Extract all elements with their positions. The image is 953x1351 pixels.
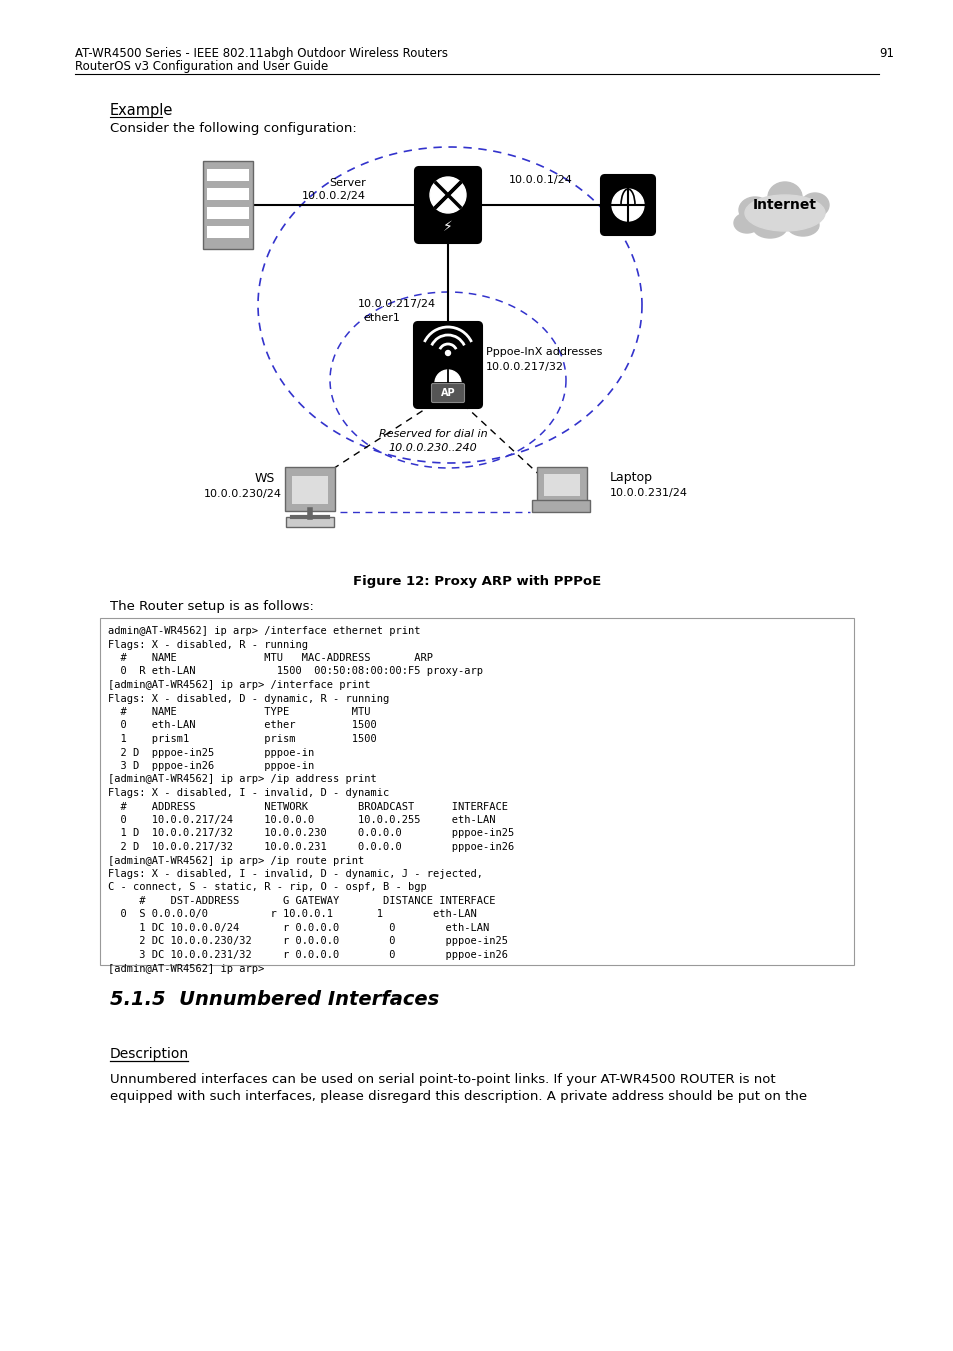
FancyBboxPatch shape <box>415 168 480 243</box>
FancyBboxPatch shape <box>537 467 586 503</box>
Ellipse shape <box>744 195 824 231</box>
Text: 0  R eth-LAN             1500  00:50:08:00:00:F5 proxy-arp: 0 R eth-LAN 1500 00:50:08:00:00:F5 proxy… <box>108 666 482 677</box>
Text: 2 D  pppoe-in25        pppoe-in: 2 D pppoe-in25 pppoe-in <box>108 747 314 758</box>
Text: Description: Description <box>110 1047 189 1061</box>
Text: 10.0.0.230..240: 10.0.0.230..240 <box>388 443 476 453</box>
Text: #    NAME              TYPE          MTU: # NAME TYPE MTU <box>108 707 370 717</box>
Ellipse shape <box>801 193 828 218</box>
Text: #    NAME              MTU   MAC-ADDRESS       ARP: # NAME MTU MAC-ADDRESS ARP <box>108 653 433 663</box>
Text: 91: 91 <box>878 47 893 59</box>
Text: 0  S 0.0.0.0/0          r 10.0.0.1       1        eth-LAN: 0 S 0.0.0.0/0 r 10.0.0.1 1 eth-LAN <box>108 909 477 920</box>
Text: RouterOS v3 Configuration and User Guide: RouterOS v3 Configuration and User Guide <box>75 59 328 73</box>
Circle shape <box>445 350 450 355</box>
Text: 0    10.0.0.217/24     10.0.0.0       10.0.0.255     eth-LAN: 0 10.0.0.217/24 10.0.0.0 10.0.0.255 eth-… <box>108 815 495 825</box>
Text: [admin@AT-WR4562] ip arp> /ip route print: [admin@AT-WR4562] ip arp> /ip route prin… <box>108 855 364 866</box>
Circle shape <box>435 370 460 396</box>
Text: #    DST-ADDRESS       G GATEWAY       DISTANCE INTERFACE: # DST-ADDRESS G GATEWAY DISTANCE INTERFA… <box>108 896 495 907</box>
Text: ⚡: ⚡ <box>442 220 453 234</box>
FancyBboxPatch shape <box>543 474 579 496</box>
Text: 10.0.0.2/24: 10.0.0.2/24 <box>302 190 366 201</box>
Text: Flags: X - disabled, I - invalid, D - dynamic: Flags: X - disabled, I - invalid, D - dy… <box>108 788 389 798</box>
Text: admin@AT-WR4562] ip arp> /interface ethernet print: admin@AT-WR4562] ip arp> /interface ethe… <box>108 626 420 636</box>
Text: Flags: X - disabled, I - invalid, D - dynamic, J - rejected,: Flags: X - disabled, I - invalid, D - dy… <box>108 869 482 880</box>
FancyBboxPatch shape <box>207 207 249 219</box>
Text: WS: WS <box>254 471 274 485</box>
Text: 3 DC 10.0.0.231/32     r 0.0.0.0        0        pppoe-in26: 3 DC 10.0.0.231/32 r 0.0.0.0 0 pppoe-in2… <box>108 950 507 961</box>
Ellipse shape <box>752 216 786 238</box>
Circle shape <box>612 189 643 222</box>
Text: 10.0.0.217/32: 10.0.0.217/32 <box>485 362 563 372</box>
Text: Server: Server <box>329 178 366 188</box>
Text: 10.0.0.231/24: 10.0.0.231/24 <box>609 488 687 499</box>
FancyBboxPatch shape <box>285 467 335 511</box>
FancyBboxPatch shape <box>286 517 334 527</box>
Text: Unnumbered interfaces can be used on serial point-to-point links. If your AT-WR4: Unnumbered interfaces can be used on ser… <box>110 1073 775 1086</box>
Text: 1    prism1            prism         1500: 1 prism1 prism 1500 <box>108 734 376 744</box>
Text: Internet: Internet <box>752 199 816 212</box>
FancyBboxPatch shape <box>100 617 853 965</box>
Text: 1 D  10.0.0.217/32     10.0.0.230     0.0.0.0        pppoe-in25: 1 D 10.0.0.217/32 10.0.0.230 0.0.0.0 ppp… <box>108 828 514 839</box>
Text: Consider the following configuration:: Consider the following configuration: <box>110 122 356 135</box>
Text: AT-WR4500 Series - IEEE 802.11abgh Outdoor Wireless Routers: AT-WR4500 Series - IEEE 802.11abgh Outdo… <box>75 47 448 59</box>
Ellipse shape <box>733 213 760 232</box>
Text: 2 D  10.0.0.217/32     10.0.0.231     0.0.0.0        pppoe-in26: 2 D 10.0.0.217/32 10.0.0.231 0.0.0.0 ppp… <box>108 842 514 852</box>
Ellipse shape <box>786 213 818 236</box>
Text: Flags: X - disabled, D - dynamic, R - running: Flags: X - disabled, D - dynamic, R - ru… <box>108 693 389 704</box>
Text: Example: Example <box>110 103 173 118</box>
FancyBboxPatch shape <box>414 322 481 408</box>
Ellipse shape <box>767 182 801 212</box>
Text: The Router setup is as follows:: The Router setup is as follows: <box>110 600 314 613</box>
Text: [admin@AT-WR4562] ip arp> /interface print: [admin@AT-WR4562] ip arp> /interface pri… <box>108 680 370 690</box>
FancyBboxPatch shape <box>431 384 464 403</box>
FancyBboxPatch shape <box>600 176 655 235</box>
Text: Flags: X - disabled, R - running: Flags: X - disabled, R - running <box>108 639 308 650</box>
Text: #    ADDRESS           NETWORK        BROADCAST      INTERFACE: # ADDRESS NETWORK BROADCAST INTERFACE <box>108 801 507 812</box>
Text: 2 DC 10.0.0.230/32     r 0.0.0.0        0        pppoe-in25: 2 DC 10.0.0.230/32 r 0.0.0.0 0 pppoe-in2… <box>108 936 507 947</box>
Text: Laptop: Laptop <box>609 471 652 485</box>
FancyBboxPatch shape <box>207 226 249 238</box>
Text: 1 DC 10.0.0.0/24       r 0.0.0.0        0        eth-LAN: 1 DC 10.0.0.0/24 r 0.0.0.0 0 eth-LAN <box>108 923 489 934</box>
Text: 10.0.0.230/24: 10.0.0.230/24 <box>204 489 282 499</box>
Text: Pppoe-InX addresses: Pppoe-InX addresses <box>485 347 601 357</box>
Text: C - connect, S - static, R - rip, O - ospf, B - bgp: C - connect, S - static, R - rip, O - os… <box>108 882 426 893</box>
FancyBboxPatch shape <box>207 169 249 181</box>
Text: 0    eth-LAN           ether         1500: 0 eth-LAN ether 1500 <box>108 720 376 731</box>
Text: [admin@AT-WR4562] ip arp> /ip address print: [admin@AT-WR4562] ip arp> /ip address pr… <box>108 774 376 785</box>
Text: 10.0.0.1/24: 10.0.0.1/24 <box>509 176 573 185</box>
Text: 10.0.0.217/24: 10.0.0.217/24 <box>357 299 436 309</box>
Text: equipped with such interfaces, please disregard this description. A private addr: equipped with such interfaces, please di… <box>110 1090 806 1102</box>
Text: [admin@AT-WR4562] ip arp>: [admin@AT-WR4562] ip arp> <box>108 963 264 974</box>
Text: ether1: ether1 <box>363 313 399 323</box>
Text: 3 D  pppoe-in26        pppoe-in: 3 D pppoe-in26 pppoe-in <box>108 761 314 771</box>
FancyBboxPatch shape <box>532 500 589 512</box>
Text: Reserved for dial in: Reserved for dial in <box>378 430 487 439</box>
FancyBboxPatch shape <box>203 161 253 249</box>
FancyBboxPatch shape <box>207 188 249 200</box>
FancyBboxPatch shape <box>292 476 328 504</box>
Text: Figure 12: Proxy ARP with PPPoE: Figure 12: Proxy ARP with PPPoE <box>353 576 600 588</box>
Text: 5.1.5  Unnumbered Interfaces: 5.1.5 Unnumbered Interfaces <box>110 990 438 1009</box>
Circle shape <box>430 177 465 213</box>
Text: AP: AP <box>440 388 455 399</box>
Ellipse shape <box>739 197 770 223</box>
